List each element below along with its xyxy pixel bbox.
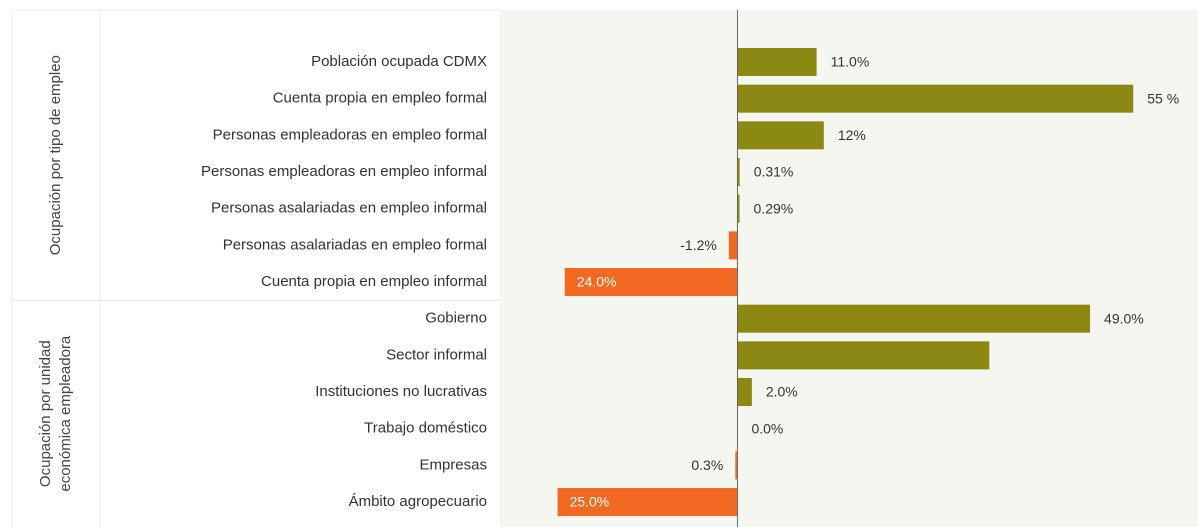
- category-label: Personas empleadoras en empleo formal: [213, 126, 487, 143]
- group-label: económica empleadora: [57, 335, 74, 492]
- value-label: 49.0%: [1104, 310, 1144, 326]
- value-label: 0.0%: [751, 420, 783, 436]
- group-label: Ocupación por unidad: [37, 340, 54, 487]
- value-label: 2.0%: [766, 384, 798, 400]
- value-label: 12%: [838, 127, 866, 143]
- bar: [564, 268, 738, 297]
- category-label: Cuenta propia en empleo informal: [261, 273, 487, 290]
- category-label: Población ocupada CDMX: [311, 53, 487, 70]
- category-label: Cuenta propia en empleo formal: [273, 90, 487, 107]
- bar: [737, 48, 817, 76]
- bar: [728, 231, 738, 260]
- category-label: Instituciones no lucrativas: [315, 383, 487, 400]
- value-label: 0.29%: [754, 200, 794, 216]
- category-label: Personas asalariadas en empleo informal: [211, 200, 487, 217]
- group-label: Ocupación por tipo de empleo: [47, 55, 64, 255]
- category-label: Empresas: [419, 456, 487, 473]
- bar: [737, 121, 824, 150]
- category-label: Trabajo doméstico: [364, 420, 487, 437]
- category-label: Sector informal: [386, 346, 487, 363]
- bar: [557, 488, 738, 517]
- value-label: 25.0%: [570, 494, 610, 510]
- bar: [735, 451, 738, 480]
- bar: [737, 158, 740, 187]
- value-label: 0.31%: [754, 164, 794, 180]
- category-label: Personas empleadoras en empleo informal: [201, 163, 487, 180]
- value-label: 55 %: [1147, 90, 1179, 106]
- bar: [737, 304, 1091, 333]
- value-label: 0.3%: [691, 457, 723, 473]
- bar: [737, 194, 740, 223]
- category-label: Ámbito agropecuario: [349, 493, 487, 510]
- value-label: 24.0%: [577, 274, 617, 290]
- value-label: -1.2%: [680, 237, 717, 253]
- category-label: Personas asalariadas en empleo formal: [223, 236, 487, 253]
- value-label: 11.0%: [831, 54, 870, 70]
- category-label: Gobierno: [425, 310, 487, 327]
- bar: [737, 378, 752, 407]
- bar: [737, 84, 1134, 113]
- bar: [737, 341, 990, 370]
